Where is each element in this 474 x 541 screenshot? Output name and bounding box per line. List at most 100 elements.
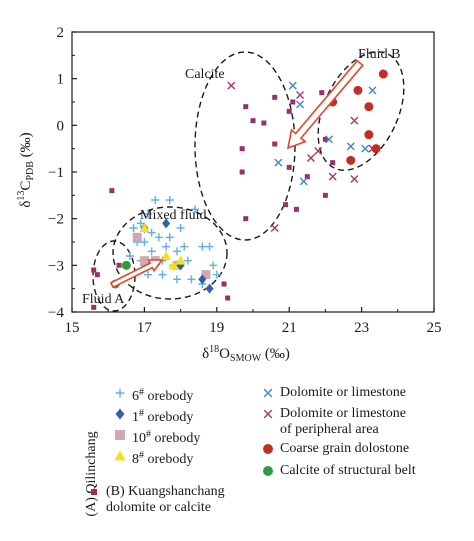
data-point: [288, 81, 297, 90]
data-point: [140, 238, 149, 246]
legend-label: Calcite of structural belt: [280, 463, 416, 478]
data-point: [330, 160, 336, 166]
annotation-fluid-a: Fluid A: [82, 292, 125, 307]
data-point: [304, 174, 310, 180]
data-point: [286, 164, 292, 170]
data-point: [293, 206, 299, 212]
data-point: [283, 202, 289, 208]
y-tick-label: −2: [48, 212, 64, 228]
data-point: [250, 118, 256, 124]
legend-marker: [115, 408, 125, 420]
arrow-fluid-a: [109, 259, 164, 289]
annotation-calcite: Calcite: [185, 67, 225, 82]
data-point: [328, 172, 337, 181]
data-point: [139, 256, 149, 266]
triangle-icon: [114, 450, 126, 461]
data-point: [158, 270, 167, 279]
data-point: [147, 228, 156, 237]
data-point: [378, 69, 388, 79]
data-point: [121, 260, 131, 270]
data-point: [136, 219, 145, 228]
data-point: [109, 188, 115, 194]
data-point: [91, 304, 97, 310]
data-point: [322, 136, 328, 142]
annotation-mixed-fluid: Mixed fluid: [140, 208, 207, 223]
legend-marker: [263, 409, 273, 419]
data-point: [183, 256, 192, 265]
data-point: [180, 242, 189, 251]
x-icon: [263, 409, 273, 419]
data-point: [286, 108, 292, 114]
legend-marker: [263, 388, 273, 398]
legend-group-a-label: (A) Qilinchang: [84, 431, 99, 517]
y-tick-label: 0: [57, 118, 65, 134]
data-point: [147, 247, 156, 256]
legend-label: (B) Kuangshanchang dolomite or calcite: [106, 484, 225, 515]
data-point: [274, 158, 283, 167]
legend-label: 1# orebody: [132, 408, 194, 425]
data-point: [91, 267, 97, 273]
data-point: [116, 262, 122, 268]
data-point: [290, 99, 296, 105]
y-tick-label: −4: [48, 305, 64, 321]
data-point: [151, 196, 160, 204]
data-point: [162, 218, 171, 229]
data-point: [270, 224, 279, 232]
data-point: [125, 252, 134, 260]
data-point: [319, 90, 325, 96]
data-point: [239, 169, 245, 175]
y-tick-label: −1: [48, 165, 64, 181]
data-point: [296, 100, 305, 109]
data-point: [205, 283, 214, 294]
data-point: [299, 177, 308, 186]
circle-icon: [263, 466, 273, 476]
data-point: [172, 247, 181, 256]
y-tick-label: −3: [48, 258, 64, 274]
data-point: [325, 135, 334, 144]
data-point: [129, 224, 138, 232]
legend-label: Coarse grain dolostone: [280, 441, 410, 456]
data-point: [198, 274, 207, 285]
arrow-fluid-b: [286, 59, 364, 150]
y-tick-label: 2: [57, 25, 65, 41]
data-point: [162, 242, 171, 251]
x-axis-title: δ18OSMOW (‰): [202, 344, 290, 364]
data-point: [212, 270, 221, 279]
data-point: [144, 270, 153, 279]
data-point: [175, 255, 186, 265]
legend-marker: [115, 430, 125, 440]
ellipse-fluid-b: [317, 51, 405, 171]
ellipse-mixed-fluid: [112, 206, 228, 300]
data-point: [371, 144, 381, 154]
data-point: [346, 155, 356, 165]
data-point: [353, 85, 363, 95]
data-point: [144, 210, 153, 218]
circle-icon: [263, 444, 273, 454]
plus-icon: [115, 388, 125, 398]
data-point: [227, 81, 236, 90]
data-point: [306, 154, 315, 162]
data-point: [261, 120, 267, 126]
data-point: [364, 130, 374, 140]
data-point: [221, 281, 227, 287]
legend-label: 10# orebody: [132, 429, 201, 446]
x-icon: [263, 388, 273, 398]
data-point: [368, 86, 377, 95]
legend-marker: [263, 444, 273, 454]
data-point: [361, 144, 370, 153]
data-point: [209, 261, 218, 270]
data-point: [198, 242, 207, 251]
data-point: [172, 275, 181, 284]
data-point: [205, 242, 214, 251]
data-point: [346, 142, 355, 151]
data-point: [296, 91, 305, 99]
x-tick-label: 17: [137, 320, 153, 336]
data-point: [243, 216, 249, 222]
data-point: [161, 251, 172, 260]
data-point: [154, 233, 163, 242]
x-tick-label: 21: [282, 320, 297, 336]
data-point: [165, 196, 174, 204]
legend-label: Dolomite or limestone of peripheral area: [280, 406, 406, 437]
